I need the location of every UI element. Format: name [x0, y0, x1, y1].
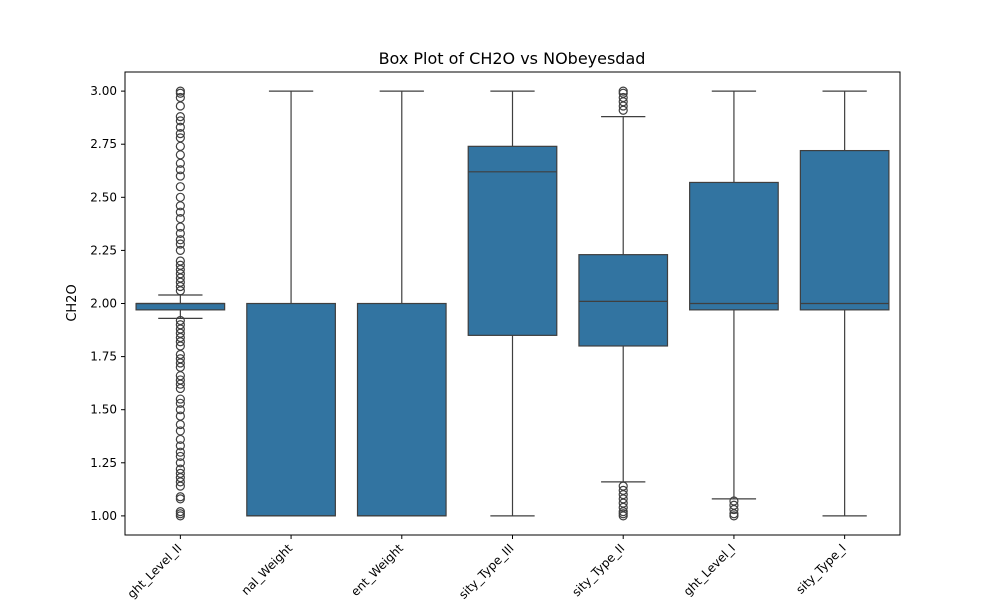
outlier-point — [175, 207, 185, 217]
outlier-point — [175, 182, 185, 192]
box-iqr — [246, 302, 336, 517]
outlier-point — [175, 150, 185, 160]
y-tick-label: 2.75 — [90, 137, 117, 151]
box-iqr — [135, 302, 226, 311]
outlier-point — [175, 213, 185, 224]
outlier-point — [175, 464, 185, 474]
outlier-point — [175, 245, 185, 256]
x-tick-label: sity_Type_I — [793, 541, 849, 597]
outlier-point — [175, 239, 185, 249]
y-tick-label: 1.00 — [90, 509, 117, 523]
outlier-point — [175, 426, 185, 436]
outlier-point — [175, 451, 185, 462]
outlier-point — [175, 398, 185, 408]
y-axis-label: CH2O — [65, 284, 80, 321]
outlier-point — [175, 92, 185, 103]
plot-area — [135, 86, 890, 521]
outlier-point — [175, 260, 185, 270]
y-tick-label: 1.75 — [90, 350, 117, 364]
outlier-point — [175, 468, 185, 479]
box-iqr — [689, 181, 779, 311]
box-group — [689, 90, 779, 521]
x-tick-label: sity_Type_II — [569, 541, 627, 599]
outlier-point — [175, 171, 185, 181]
outlier-point — [175, 411, 185, 421]
outlier-point — [618, 92, 628, 103]
box-iqr — [578, 254, 669, 347]
y-axis: 1.00 1.25 1.50 1.75 2.00 2.25 2.50 2.75 3.00 — [90, 84, 125, 523]
outlier-point — [175, 507, 185, 517]
x-tick-label: ent_Weight — [348, 541, 406, 599]
box-iqr — [799, 149, 890, 311]
outlier-point — [175, 101, 185, 111]
box-iqr — [356, 302, 447, 517]
outlier-point — [175, 458, 185, 468]
x-tick-label: ght_Level_I — [681, 541, 738, 598]
box-iqr — [467, 145, 558, 336]
y-tick-label: 2.50 — [90, 190, 117, 204]
box-group — [578, 86, 669, 521]
outlier-point — [175, 320, 185, 330]
outlier-point — [175, 133, 185, 143]
y-tick-label: 3.00 — [90, 84, 117, 98]
outlier-point — [175, 122, 185, 132]
outlier-point — [175, 116, 185, 126]
x-tick-label: sity_Type_III — [456, 541, 517, 600]
box-group — [799, 90, 890, 517]
outlier-point — [175, 375, 185, 385]
outlier-point — [175, 165, 185, 175]
box-group — [246, 90, 336, 517]
outlier-point — [175, 441, 185, 451]
outlier-point — [729, 496, 739, 506]
x-tick-label: ght_Level_II — [125, 541, 185, 600]
outlier-point — [175, 235, 185, 245]
outlier-point — [175, 256, 185, 266]
chart-title: Box Plot of CH2O vs NObeyesdad — [379, 49, 646, 68]
y-tick-label: 1.50 — [90, 403, 117, 417]
outlier-point — [618, 86, 628, 96]
outlier-point — [175, 354, 185, 364]
outlier-point — [175, 141, 185, 151]
outlier-point — [175, 405, 185, 415]
outlier-point — [175, 492, 185, 502]
outlier-point — [729, 500, 739, 510]
y-tick-label: 2.25 — [90, 243, 117, 257]
outlier-point — [618, 485, 628, 495]
x-tick-label: nal_Weight — [239, 541, 296, 598]
outlier-point — [175, 315, 185, 326]
x-axis: ght_Level_II nal_Weight ent_Weight sity_Typ… — [125, 535, 849, 600]
outlier-point — [175, 192, 185, 202]
outlier-point — [618, 481, 628, 491]
outlier-point — [175, 86, 185, 96]
outlier-point — [175, 128, 185, 139]
box-group — [356, 90, 447, 517]
y-tick-label: 2.00 — [90, 297, 117, 311]
outlier-point — [175, 228, 185, 239]
y-tick-label: 1.25 — [90, 456, 117, 470]
outlier-point — [175, 394, 185, 404]
outlier-point — [175, 447, 185, 457]
box-group — [135, 86, 226, 521]
box-group — [467, 90, 558, 517]
outlier-point — [175, 112, 185, 122]
